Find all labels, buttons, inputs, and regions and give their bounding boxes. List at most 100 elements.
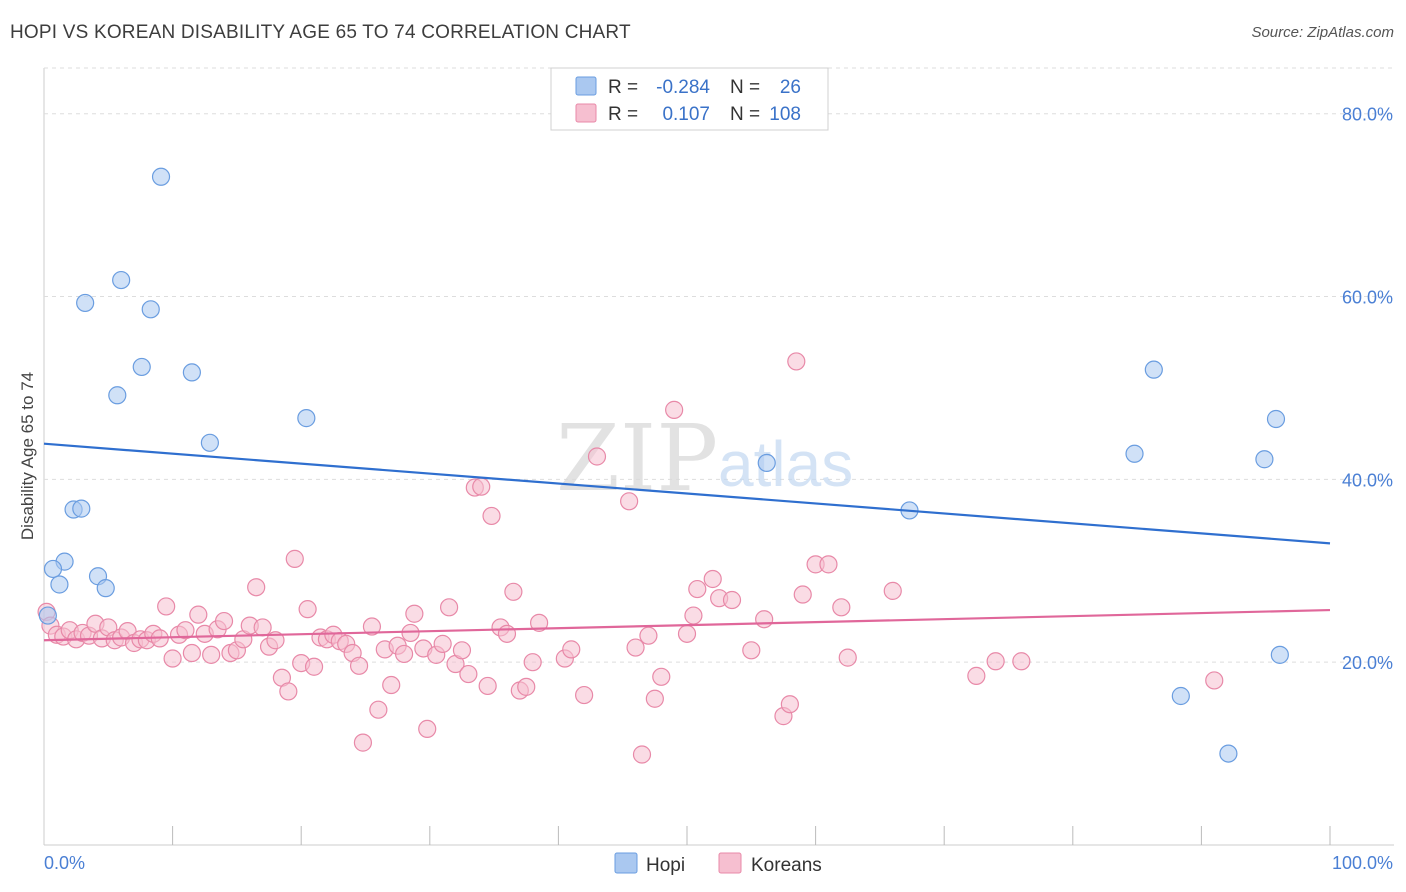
hopi-point [757, 453, 776, 472]
korean-point [497, 624, 517, 643]
korean-point [703, 569, 722, 589]
y-axis-label: Disability Age 65 to 74 [18, 372, 37, 540]
hopi-point [72, 499, 91, 518]
hopi-point [297, 409, 316, 428]
korean-point [247, 578, 266, 597]
bottom-legend-koreans-label: Koreans [751, 855, 822, 876]
korean-point [482, 506, 501, 526]
korean-point [523, 653, 542, 672]
korean-point [742, 641, 761, 660]
hopi-point [38, 606, 57, 625]
korean-point [394, 644, 414, 664]
korean-point [632, 745, 652, 764]
x-tick-label-max: 100.0% [1332, 853, 1393, 873]
korean-point [722, 590, 742, 610]
korean-point [401, 623, 420, 643]
korean-point [787, 352, 806, 371]
legend-hopi-r-label: R = [608, 77, 638, 98]
korean-point [677, 624, 697, 643]
hopi-point [200, 433, 219, 452]
korean-point [517, 677, 536, 696]
hopi-point [1219, 744, 1238, 763]
korean-point [587, 447, 607, 466]
korean-point [214, 611, 234, 631]
korean-point [838, 648, 857, 667]
source-label: Source: ZipAtlas.com [1251, 24, 1394, 41]
korean-point [202, 645, 221, 664]
korean-point [645, 689, 664, 708]
hopi-point [50, 575, 69, 594]
hopi-point [1171, 686, 1190, 706]
korean-point [285, 549, 304, 568]
hopi-point [151, 167, 171, 186]
correlation-legend: R = -0.284 N = 26 R = 0.107 N = 108 [550, 67, 829, 131]
watermark-zip: ZIP [556, 405, 718, 512]
korean-point [639, 626, 658, 645]
legend-hopi-swatch [575, 76, 597, 96]
legend-koreans-swatch [575, 103, 597, 123]
hopi-point [1266, 409, 1286, 429]
y-tick-label: 80.0% [1342, 105, 1393, 125]
watermark-atlas: atlas [718, 428, 853, 500]
korean-point [253, 618, 272, 637]
korean-point [157, 597, 176, 616]
korean-trend-line [43, 608, 1331, 642]
korean-point [279, 682, 298, 701]
bottom-legend-koreans-swatch [718, 852, 742, 874]
korean-point [575, 685, 594, 705]
korean-point [684, 606, 703, 625]
korean-point [780, 695, 799, 714]
korean-point [504, 582, 523, 601]
korean-point [832, 598, 851, 617]
korean-point [1012, 652, 1031, 671]
korean-point [176, 621, 195, 640]
korean-point [530, 613, 549, 632]
legend-koreans-n-value: 108 [769, 104, 801, 125]
korean-point [382, 675, 401, 695]
korean-point [626, 638, 645, 657]
y-tick-label: 20.0% [1342, 653, 1393, 673]
korean-point [883, 581, 902, 600]
hopi-point [1255, 450, 1274, 469]
korean-point [562, 640, 581, 659]
korean-point [362, 617, 382, 636]
korean-point [418, 719, 437, 739]
x-ticks [172, 826, 1331, 845]
y-tick-labels: 20.0% 40.0% 60.0% 80.0% [1342, 105, 1393, 673]
korean-point [349, 656, 369, 675]
legend-box [550, 67, 829, 131]
korean-point [298, 600, 317, 619]
hopi-point [108, 386, 127, 405]
korean-point [793, 585, 812, 604]
hopi-point [182, 363, 201, 382]
hopi-point [96, 579, 115, 598]
chart-title: HOPI VS KOREAN DISABILITY AGE 65 TO 74 C… [10, 22, 631, 43]
legend-hopi-n-label: N = [730, 77, 760, 98]
hopi-point [1270, 645, 1289, 664]
korean-point [755, 610, 774, 629]
korean-point [620, 492, 639, 511]
korean-point [304, 657, 324, 676]
bottom-legend-hopi-label: Hopi [646, 855, 685, 876]
korean-point [1205, 671, 1224, 690]
korean-point [819, 555, 838, 574]
hopi-point [76, 293, 95, 313]
hopi-point [141, 300, 160, 319]
legend-hopi-n-value: 26 [780, 77, 801, 98]
hopi-point [1144, 360, 1163, 379]
legend-koreans-n-label: N = [730, 104, 760, 125]
hopi-point [43, 559, 63, 579]
korean-point [182, 643, 201, 663]
legend-koreans-r-label: R = [608, 104, 638, 125]
bottom-legend-hopi-swatch [614, 852, 638, 874]
bottom-legend: Hopi Koreans [614, 852, 822, 876]
korean-point [472, 477, 491, 496]
korean-point [353, 733, 373, 752]
hopi-point [112, 270, 131, 290]
korean-point [405, 604, 424, 623]
legend-hopi-r-value: -0.284 [656, 77, 710, 98]
legend-koreans-r-value: 0.107 [662, 104, 710, 125]
korean-point [967, 666, 986, 685]
korean-point [459, 664, 478, 684]
